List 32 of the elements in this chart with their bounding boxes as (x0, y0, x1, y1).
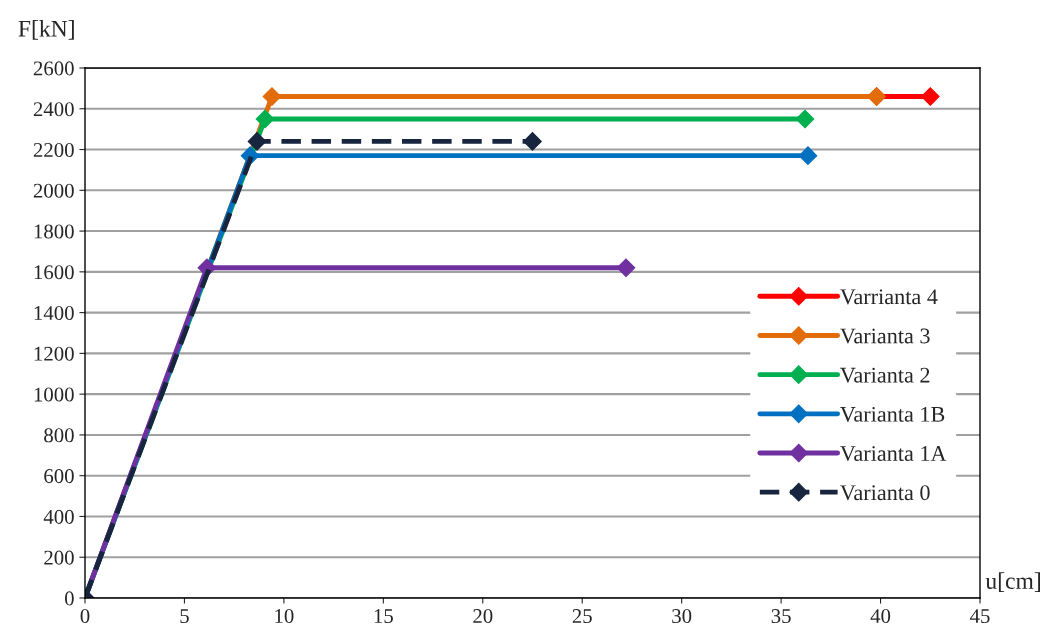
y-tick-label: 1200 (34, 346, 74, 361)
y-tick-label: 0 (64, 591, 74, 606)
x-tick-label: 10 (275, 609, 294, 624)
y-axis-title: F[kN] (18, 20, 74, 40)
x-tick-label: 5 (180, 609, 189, 624)
legend-label: Varianta 1B (840, 406, 945, 422)
x-axis-title: u[cm] (985, 572, 1040, 592)
y-tick-label: 1000 (34, 387, 74, 402)
x-tick-label: 25 (572, 609, 592, 624)
x-tick-label: 15 (374, 609, 393, 624)
y-tick-label: 1400 (34, 305, 74, 321)
y-tick-label: 400 (43, 509, 74, 524)
x-tick-label: 30 (672, 609, 692, 624)
legend-label: Varianta 3 (840, 328, 930, 344)
y-tick-label: 200 (44, 550, 74, 565)
x-tick-label: 45 (969, 609, 990, 624)
y-tick-label: 2000 (33, 183, 74, 198)
x-tick-label: 20 (473, 609, 493, 624)
y-tick-label: 2600 (33, 61, 74, 76)
y-tick-label: 1800 (34, 224, 74, 239)
x-tick-label: 40 (870, 609, 891, 624)
x-tick-label: 0 (80, 609, 90, 624)
x-tick-label: 35 (771, 609, 791, 624)
legend-label: Varianta 0 (840, 485, 930, 501)
y-tick-label: 600 (44, 469, 74, 484)
legend-label: Varianta 1A (840, 446, 947, 462)
y-tick-label: 1600 (34, 265, 74, 280)
y-tick-label: 2400 (33, 102, 74, 117)
legend-label: Varianta 2 (840, 367, 930, 383)
y-tick-label: 800 (44, 428, 74, 443)
legend-label: Varrianta 4 (840, 289, 938, 305)
y-tick-label: 2200 (33, 142, 74, 157)
